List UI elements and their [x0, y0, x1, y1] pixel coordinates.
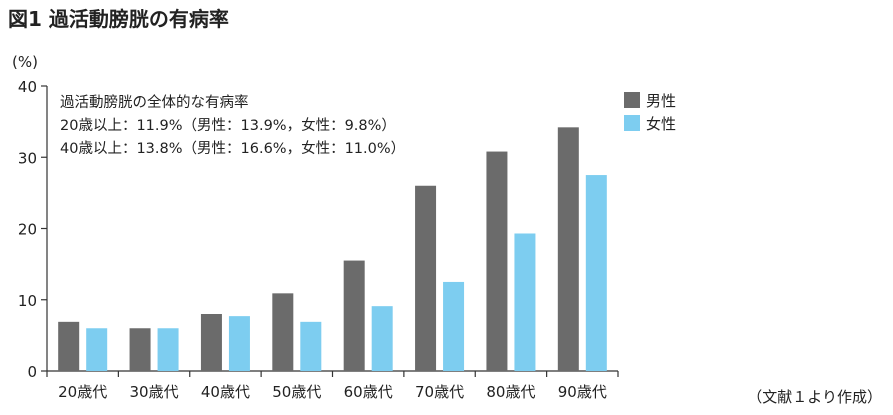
x-tick-label: 60歳代 — [344, 383, 393, 401]
bar-male — [343, 260, 365, 371]
legend-swatch-female — [624, 115, 640, 131]
x-tick-label: 80歳代 — [486, 383, 535, 401]
legend-swatch-male — [624, 92, 640, 108]
bar-female — [157, 328, 179, 371]
bar-male — [557, 127, 579, 371]
source-note: （文献１より作成） — [747, 388, 882, 406]
bar-male — [58, 321, 80, 371]
bar-female — [371, 306, 393, 371]
annotation-heading: 過活動膀胱の全体的な有病率 — [60, 93, 249, 111]
y-tick-label: 40 — [18, 78, 37, 96]
x-axis: 20歳代 30歳代 40歳代 50歳代 60歳代 70歳代 80歳代 90歳代 — [46, 370, 619, 401]
y-tick-label: 0 — [27, 363, 37, 381]
legend-label-male: 男性 — [646, 92, 676, 110]
bar-female — [86, 328, 108, 371]
y-tick-label: 10 — [18, 292, 37, 310]
annotation-40plus: 40歳以上：13.8%（男性：16.6%，女性：11.0%） — [60, 139, 405, 157]
bars — [58, 127, 607, 371]
bar-female — [300, 321, 322, 371]
y-axis-unit: (%) — [12, 53, 38, 71]
legend: 男性 女性 — [624, 92, 676, 133]
annotation-20plus: 20歳以上：11.9%（男性：13.9%，女性：9.8%） — [60, 116, 396, 134]
y-tick-label: 30 — [18, 149, 37, 167]
bar-male — [129, 328, 151, 371]
bar-male — [200, 314, 222, 371]
x-tick-label: 90歳代 — [558, 383, 607, 401]
bar-female — [443, 281, 465, 371]
x-tick-label: 20歳代 — [58, 383, 107, 401]
bar-female — [585, 175, 607, 371]
chart-title: 図1 過活動膀胱の有病率 — [8, 7, 229, 31]
x-tick-label: 40歳代 — [201, 383, 250, 401]
bar-male — [415, 185, 437, 371]
bar-male — [272, 293, 294, 371]
x-tick-label: 70歳代 — [415, 383, 464, 401]
bar-female — [514, 233, 536, 371]
bar-male — [486, 151, 508, 371]
annotation-box: 過活動膀胱の全体的な有病率 20歳以上：11.9%（男性：13.9%，女性：9.… — [60, 93, 405, 157]
legend-label-female: 女性 — [646, 115, 676, 133]
y-axis: 0 10 20 30 40 — [18, 78, 48, 381]
y-tick-label: 20 — [18, 221, 37, 239]
x-tick-label: 50歳代 — [272, 383, 321, 401]
x-tick-label: 30歳代 — [130, 383, 179, 401]
bar-female — [228, 316, 250, 371]
